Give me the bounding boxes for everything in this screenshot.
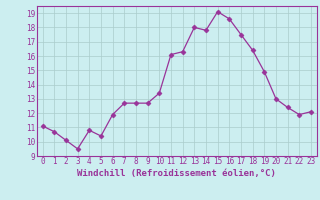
X-axis label: Windchill (Refroidissement éolien,°C): Windchill (Refroidissement éolien,°C) (77, 169, 276, 178)
